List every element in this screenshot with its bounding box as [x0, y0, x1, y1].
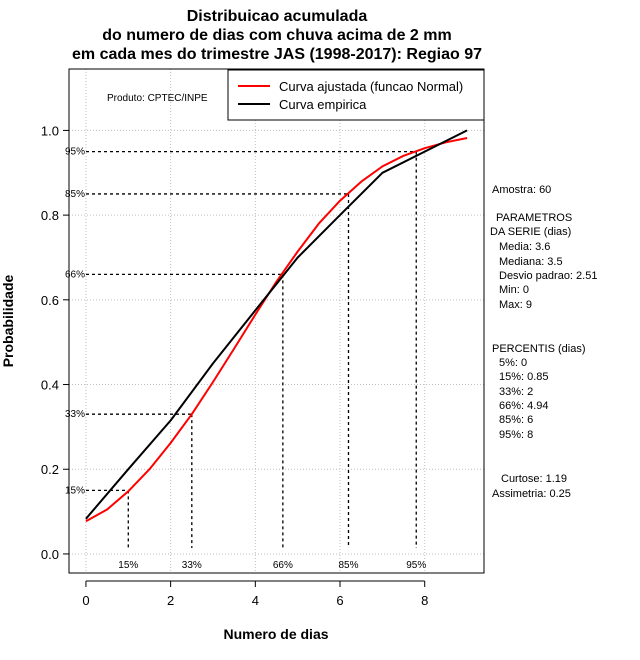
stats-min: Min: 0: [499, 284, 529, 296]
x-tick-label: 6: [336, 593, 343, 608]
percentile-label-bottom: 15%: [118, 560, 138, 571]
legend-box: [227, 69, 485, 121]
legend-label-empirica: Curva empirica: [279, 97, 367, 112]
stats-p66: 66%: 4.94: [499, 400, 549, 412]
percentile-label-left: 85%: [65, 189, 85, 200]
stats-p85: 85%: 6: [499, 414, 533, 426]
product-credit: Produto: CPTEC/INPE: [107, 93, 208, 104]
x-axis: 0 2 4 6 8: [82, 580, 428, 608]
percentile-label-left: 66%: [65, 269, 85, 280]
chart-title-line-3: em cada mes do trimestre JAS (1998-2017)…: [72, 46, 482, 63]
stats-curtose: Curtose: 1.19: [501, 473, 567, 485]
y-tick-label: 0.6: [41, 293, 59, 308]
stats-parametros-subheading: DA SERIE (dias): [490, 226, 571, 238]
y-tick-label: 0.4: [41, 378, 59, 393]
percentile-label-bottom: 66%: [273, 560, 293, 571]
legend: Curva ajustada (funcao Normal) Curva emp…: [227, 69, 485, 121]
y-tick-label: 0.2: [41, 462, 59, 477]
series-line-0: [85, 137, 468, 523]
stats-parametros-heading: PARAMETROS: [496, 212, 572, 224]
grid-lines: [69, 69, 484, 573]
stats-desvio: Desvio padrao: 2.51: [499, 270, 597, 282]
percentile-label-left: 15%: [65, 485, 85, 496]
stats-mediana: Mediana: 3.5: [499, 256, 563, 268]
percentile-label-bottom: 95%: [406, 560, 426, 571]
x-tick-label: 0: [82, 593, 89, 608]
x-tick-label: 8: [421, 593, 428, 608]
y-tick-label: 0.8: [41, 208, 59, 223]
percentile-lines: 15% 15% 33% 33% 66% 66% 85% 85% 95% 95%: [65, 147, 426, 571]
y-axis-label: Probabilidade: [0, 275, 16, 368]
legend-label-ajustada: Curva ajustada (funcao Normal): [279, 79, 463, 94]
chart-title-line-1: Distribuicao acumulada: [187, 8, 368, 25]
stats-assimetria: Assimetria: 0.25: [492, 488, 571, 500]
y-tick-label: 1.0: [41, 123, 59, 138]
stats-panel: Amostra: 60 PARAMETROS DA SERIE (dias) M…: [490, 184, 597, 500]
chart-title-line-2: do numero de dias com chuva acima de 2 m…: [102, 27, 451, 44]
stats-amostra: Amostra: 60: [492, 184, 551, 196]
series-lines: [85, 129, 468, 523]
percentile-label-left: 95%: [65, 147, 85, 158]
x-axis-label: Numero de dias: [223, 626, 328, 642]
y-tick-label: 0.0: [41, 547, 59, 562]
stats-p95: 95%: 8: [499, 429, 533, 441]
percentile-label-bottom: 33%: [182, 560, 202, 571]
stats-media: Media: 3.6: [499, 241, 550, 253]
x-tick-label: 4: [252, 593, 259, 608]
percentile-label-left: 33%: [65, 409, 85, 420]
plot-frame: [68, 68, 485, 574]
stats-p33: 33%: 2: [499, 386, 533, 398]
series-line-1: [85, 129, 468, 520]
stats-p15: 15%: 0.85: [499, 371, 549, 383]
y-axis: 0.0 0.2 0.4 0.6 0.8 1.0: [41, 123, 70, 562]
stats-max: Max: 9: [499, 299, 532, 311]
stats-percentis-heading: PERCENTIS (dias): [492, 343, 586, 355]
x-tick-label: 2: [167, 593, 174, 608]
stats-p5: 5%: 0: [499, 357, 527, 369]
percentile-label-bottom: 85%: [338, 560, 358, 571]
